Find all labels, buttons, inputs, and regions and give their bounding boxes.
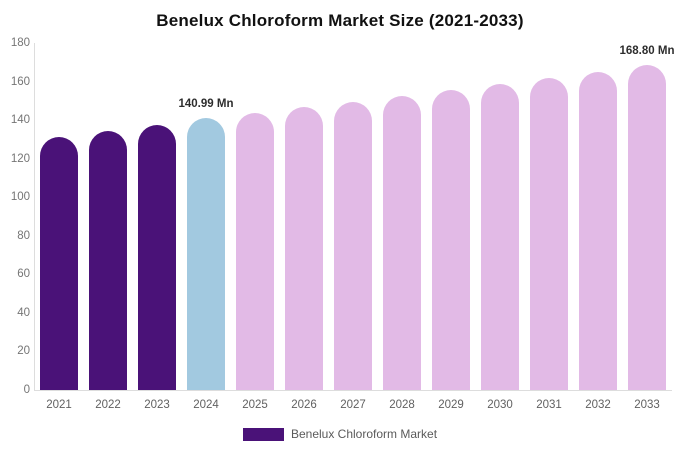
value-label-2024: 140.99 Mn (178, 98, 234, 111)
y-tick-160: 160 (10, 75, 30, 88)
x-axis-line (34, 390, 672, 391)
y-tick-100: 100 (10, 191, 30, 204)
bar-2032 (579, 72, 617, 390)
y-tick-120: 120 (10, 152, 30, 165)
bar-2027 (334, 101, 372, 390)
y-tick-180: 180 (10, 37, 30, 49)
bar-2031 (530, 78, 568, 390)
value-label-2033: 168.80 Mn (619, 44, 675, 57)
y-tick-40: 40 (17, 306, 30, 319)
x-tick-2033: 2033 (634, 399, 660, 411)
bar-2030 (481, 84, 519, 390)
x-tick-2026: 2026 (291, 399, 317, 411)
bar-2033 (628, 64, 666, 390)
x-tick-2031: 2031 (536, 399, 562, 411)
bar-2023 (138, 124, 176, 390)
y-tick-140: 140 (10, 114, 30, 127)
x-tick-2032: 2032 (585, 399, 611, 411)
x-tick-2027: 2027 (340, 399, 366, 411)
bar-2026 (285, 107, 323, 390)
x-tick-2022: 2022 (95, 399, 121, 411)
bar-2025 (236, 112, 274, 390)
legend-swatch (242, 427, 284, 441)
bar-2028 (383, 96, 421, 390)
y-axis-line (34, 43, 35, 391)
x-tick-2021: 2021 (46, 399, 72, 411)
legend-label: Benelux Chloroform Market (290, 427, 438, 441)
bar-2029 (432, 90, 470, 390)
y-tick-20: 20 (17, 345, 30, 358)
bar-2024 (187, 118, 225, 390)
bar-2021 (40, 137, 78, 390)
x-tick-2024: 2024 (193, 399, 219, 411)
x-tick-2028: 2028 (389, 399, 415, 411)
y-tick-60: 60 (17, 268, 30, 281)
x-tick-2029: 2029 (438, 399, 464, 411)
x-tick-2030: 2030 (487, 399, 513, 411)
bar-2022 (89, 130, 127, 390)
legend: Benelux Chloroform Market (0, 427, 680, 441)
chart-title: Benelux Chloroform Market Size (2021-203… (156, 11, 524, 30)
y-tick-80: 80 (17, 229, 30, 242)
x-tick-2025: 2025 (242, 399, 268, 411)
y-tick-0: 0 (23, 384, 30, 396)
x-tick-2023: 2023 (144, 399, 170, 411)
